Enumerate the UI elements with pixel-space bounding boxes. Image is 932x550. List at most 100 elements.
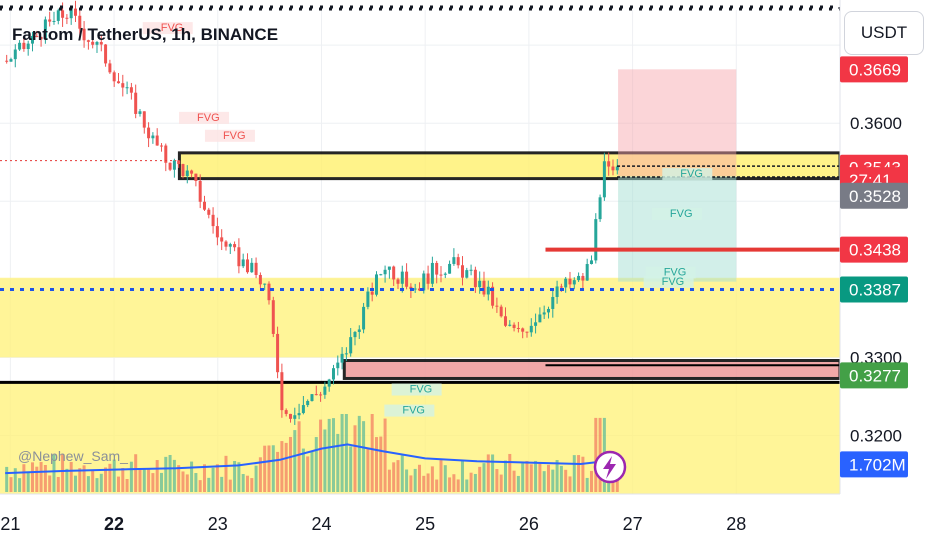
volume-bar (43, 465, 47, 492)
volume-bar (121, 468, 125, 492)
candle-body (473, 269, 477, 288)
candle-body (323, 386, 327, 395)
candle-body (478, 280, 482, 288)
candle-body (104, 44, 108, 64)
price-tag-label: 0.3387 (849, 280, 901, 299)
volume-bar (86, 476, 90, 492)
volume-bar (443, 465, 447, 492)
volume-bar (104, 467, 108, 492)
candle-body (542, 312, 546, 315)
volume-bar (331, 418, 335, 492)
candle-body (508, 324, 512, 326)
volume-bar (39, 461, 43, 492)
candle-body (181, 164, 185, 177)
currency-selector[interactable]: USDT (844, 11, 924, 55)
volume-bar (207, 477, 211, 492)
fvg-label: FVG (410, 384, 433, 396)
candle-body (151, 135, 155, 139)
candle-body (297, 413, 301, 416)
candle-body (525, 331, 529, 333)
candle-body (172, 160, 176, 170)
volume-bar (73, 475, 77, 492)
volume-bar (542, 471, 546, 492)
candle-body (39, 36, 43, 40)
fvg-label: FVG (223, 130, 246, 142)
candle-body (284, 410, 288, 414)
volume-bar (529, 464, 533, 492)
price-tag-label: 0.3438 (849, 241, 901, 260)
volume-bar (430, 466, 434, 492)
candle-body (108, 63, 112, 73)
candle-body (568, 278, 572, 285)
volume-bar (349, 446, 353, 492)
fvg-label: FVG (680, 168, 703, 180)
volume-bar (228, 479, 232, 492)
volume-bar (35, 466, 39, 492)
volume-bar (452, 474, 456, 492)
fvg-box (643, 275, 694, 288)
price-tag (840, 182, 908, 209)
volume-bar (134, 454, 138, 492)
candle-body (383, 269, 387, 275)
volume-bar (30, 462, 34, 492)
candle-body (357, 329, 361, 332)
volume-bar (125, 478, 129, 492)
candle-body (572, 280, 576, 285)
candle-body (22, 42, 26, 50)
candle-body (228, 244, 232, 247)
candle-body (491, 286, 495, 306)
candle-body (482, 280, 486, 295)
volume-bar (271, 445, 275, 492)
volume-bar (435, 479, 439, 492)
volume-bar (482, 463, 486, 492)
fvg-box (142, 22, 193, 35)
time-axis[interactable]: 21 22 23 24 25 26 27 28 (0, 493, 840, 550)
volume-bar (168, 454, 172, 492)
volume-bar (585, 477, 589, 492)
bearish-order-block (342, 359, 842, 380)
fvg-box (384, 404, 435, 417)
lightning-bolt-icon[interactable] (593, 450, 627, 484)
candle-body (138, 111, 142, 114)
volume-bar (357, 415, 361, 492)
candle-body (211, 214, 215, 227)
candle-body (344, 353, 348, 355)
volume-ma-line (5, 443, 619, 475)
fvg-label: FVG (664, 266, 687, 278)
candle-body (559, 286, 563, 288)
candle-body (392, 266, 396, 280)
candle-body (271, 300, 275, 334)
volume-bar (112, 459, 116, 492)
price-tag (840, 451, 908, 478)
supply-demand-zone (0, 277, 840, 358)
volume-bar (164, 456, 168, 492)
candle-body (288, 413, 292, 419)
volume-bar (319, 419, 323, 492)
candle-body (125, 87, 129, 89)
volume-bar (116, 476, 120, 492)
volume-bar (405, 469, 409, 492)
volume-bar (13, 468, 17, 492)
candle-body (65, 17, 69, 19)
candle-body (469, 269, 473, 271)
candle-body (237, 247, 241, 267)
volume-bar (293, 430, 297, 492)
time-axis-background (0, 494, 840, 550)
candle-body (611, 166, 615, 171)
price-axis[interactable]: 0.36000.33000.32000.36690.354327:410.352… (839, 0, 932, 550)
candle-body (310, 394, 314, 402)
volume-bar (611, 478, 615, 492)
volume-bar (534, 460, 538, 492)
fvg-label: FVG (161, 22, 184, 34)
candle-body (349, 337, 353, 354)
candle-body (564, 278, 568, 288)
volume-bar (185, 474, 189, 492)
volume-bar (413, 468, 417, 492)
chart-title: Fantom / TetherUS, 1h, BINANCE (12, 25, 278, 44)
candle-body (5, 60, 9, 62)
candle-body (521, 328, 525, 332)
volume-bar (245, 475, 249, 492)
volume-bar (108, 463, 112, 492)
candle-body (254, 262, 258, 275)
